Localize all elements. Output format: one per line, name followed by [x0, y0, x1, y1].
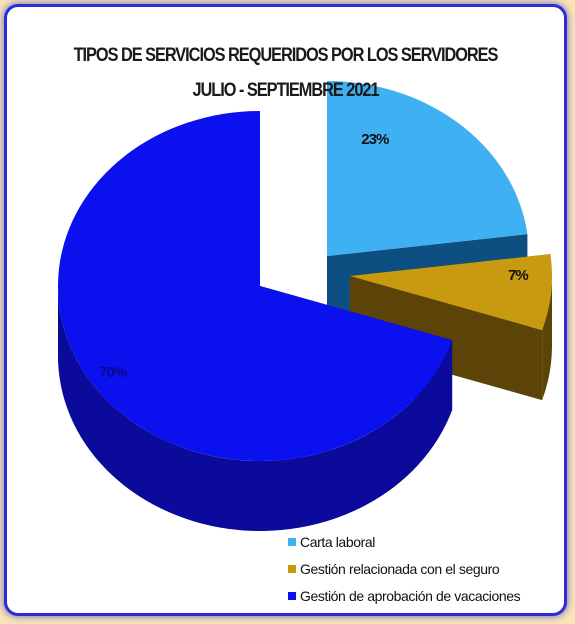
- legend-label: Carta laboral: [300, 533, 375, 550]
- data-label-2: 7%: [508, 267, 528, 284]
- pie-chart: 23% 7% 70%: [58, 81, 552, 531]
- chart-frame: 23% 7% 70% TIPOS DE SERVICIOS REQUERIDOS P…: [4, 4, 567, 616]
- slice-top-2: [350, 254, 552, 331]
- legend-swatch: [288, 537, 296, 546]
- legend: Carta laboral Gestión relacionada con el …: [288, 528, 521, 609]
- chart-subtitle: JULIO - SEPTIEMBRE 2021: [192, 80, 379, 101]
- legend-swatch: [288, 564, 296, 573]
- legend-label: Gestión relacionada con el seguro: [300, 560, 500, 577]
- legend-item: Gestión de aprobación de vacaciones: [288, 582, 521, 609]
- data-label-3: 70%: [99, 364, 127, 381]
- data-label-1: 23%: [361, 131, 389, 148]
- legend-item: Carta laboral: [288, 528, 520, 555]
- legend-item: Gestión relacionada con el seguro: [288, 555, 520, 582]
- slice-top-1: [327, 81, 528, 256]
- chart-title: TIPOS DE SERVICIOS REQUERIDOS POR LOS SE…: [73, 45, 499, 66]
- legend-swatch: [288, 591, 296, 600]
- slice-top-3: [58, 111, 453, 461]
- legend-label: Gestión de aprobación de vacaciones: [300, 587, 521, 604]
